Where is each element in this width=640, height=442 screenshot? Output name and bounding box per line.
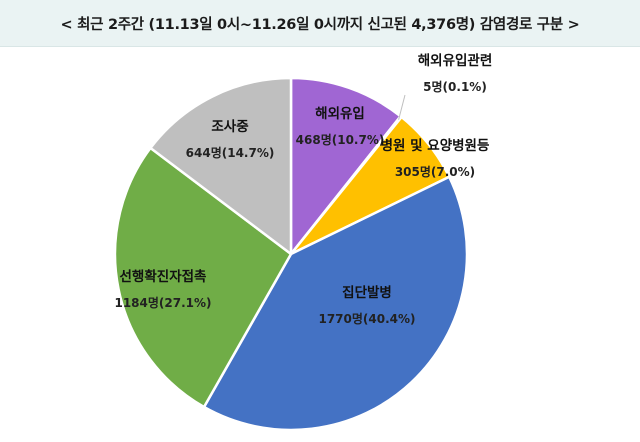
slice-label-name: 해외유입: [315, 105, 365, 122]
slice-label-name: 해외유입관련: [418, 52, 493, 69]
slice-label-value: 644명(14.7%): [186, 146, 275, 160]
slice-label-value: 5명(0.1%): [423, 80, 487, 94]
slice-label-name: 집단발병: [342, 284, 392, 301]
slice-label-value: 1770명(40.4%): [318, 312, 415, 326]
slice-label-value: 468명(10.7%): [296, 133, 385, 147]
slice-label-name: 조사중: [211, 119, 248, 135]
slice-label-value: 305명(7.0%): [395, 165, 475, 179]
chart-title-bar: < 최근 2주간 (11.13일 0시~11.26일 0시까지 신고된 4,37…: [0, 0, 640, 47]
slice-labels: 해외유입 468명(10.7%) 해외유입관련 5명(0.1%) 병원 및 요양병원등 3…: [114, 52, 492, 326]
slice-label-name: 병원 및 요양병원등: [381, 137, 490, 154]
pie-slice-1: [289, 76, 402, 256]
leader-line: [398, 94, 406, 120]
leader-lines: [398, 94, 406, 120]
pie-slices: [113, 76, 469, 432]
chart-title: < 최근 2주간 (11.13일 0시~11.26일 0시까지 신고된 4,37…: [60, 16, 580, 33]
pie-slice-6: [149, 76, 293, 256]
slice-label-value: 1184명(27.1%): [114, 296, 211, 310]
slice-label-name: 선행확진자접촉: [120, 268, 207, 285]
pie-slice-4: [202, 175, 469, 432]
pie-slice-5: [113, 146, 293, 409]
